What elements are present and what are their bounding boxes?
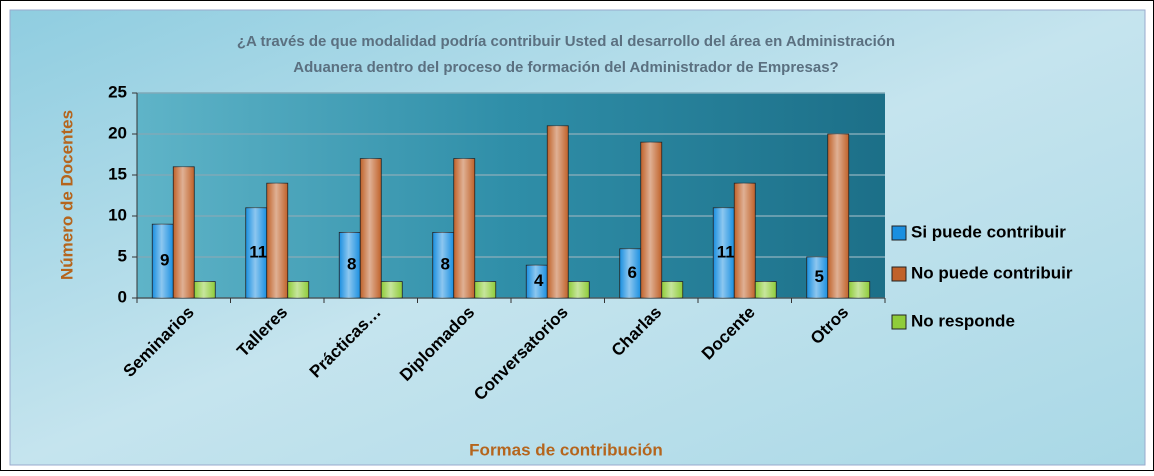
- data-label: 6: [628, 263, 637, 282]
- bar-highlight: [194, 281, 216, 298]
- y-tick-label: 25: [108, 82, 127, 101]
- y-tick-label: 5: [118, 246, 127, 265]
- data-label: 11: [249, 242, 267, 261]
- data-label: 11: [717, 242, 735, 261]
- bar-highlight: [619, 248, 641, 298]
- bar-highlight: [474, 281, 496, 298]
- bar-highlight: [806, 257, 828, 298]
- y-tick-label: 20: [108, 123, 127, 142]
- data-label: 9: [160, 251, 169, 270]
- y-axis-label: Número de Docentes: [57, 110, 76, 280]
- legend-label: No puede contribuir: [911, 263, 1073, 282]
- bar-highlight: [432, 232, 454, 298]
- bar-highlight: [245, 207, 267, 298]
- bar-highlight: [360, 158, 382, 298]
- data-label: 8: [441, 255, 450, 274]
- bar-highlight: [152, 224, 174, 298]
- x-axis-label: Formas de contribución: [469, 440, 663, 459]
- bar-highlight: [339, 232, 361, 298]
- bar-highlight: [266, 183, 288, 298]
- bar-highlight: [734, 183, 756, 298]
- bar-highlight: [568, 281, 590, 298]
- legend-swatch: [891, 314, 907, 330]
- y-tick-label: 0: [118, 287, 127, 306]
- bar-highlight: [755, 281, 777, 298]
- legend-swatch: [891, 266, 907, 282]
- bar-highlight: [848, 281, 870, 298]
- bar-highlight: [453, 158, 475, 298]
- bar-highlight: [173, 166, 195, 298]
- bar-highlight: [640, 142, 662, 298]
- data-label: 4: [534, 271, 544, 290]
- bar-highlight: [713, 207, 735, 298]
- bar-highlight: [661, 281, 683, 298]
- legend-swatch: [891, 225, 907, 241]
- y-tick-label: 10: [108, 205, 127, 224]
- legend-label: No responde: [911, 311, 1015, 330]
- legend-label: Si puede contribuir: [911, 222, 1066, 241]
- bar-highlight: [827, 134, 849, 298]
- data-label: 5: [815, 267, 824, 286]
- bar-highlight: [547, 125, 569, 298]
- data-label: 8: [347, 255, 356, 274]
- chart-title: ¿A través de que modalidad podría contri…: [237, 33, 895, 50]
- bar-highlight: [526, 265, 548, 298]
- y-tick-label: 15: [108, 164, 127, 183]
- chart-title: Aduanera dentro del proceso de formación…: [293, 59, 838, 76]
- bar-highlight: [381, 281, 403, 298]
- bar-highlight: [287, 281, 309, 298]
